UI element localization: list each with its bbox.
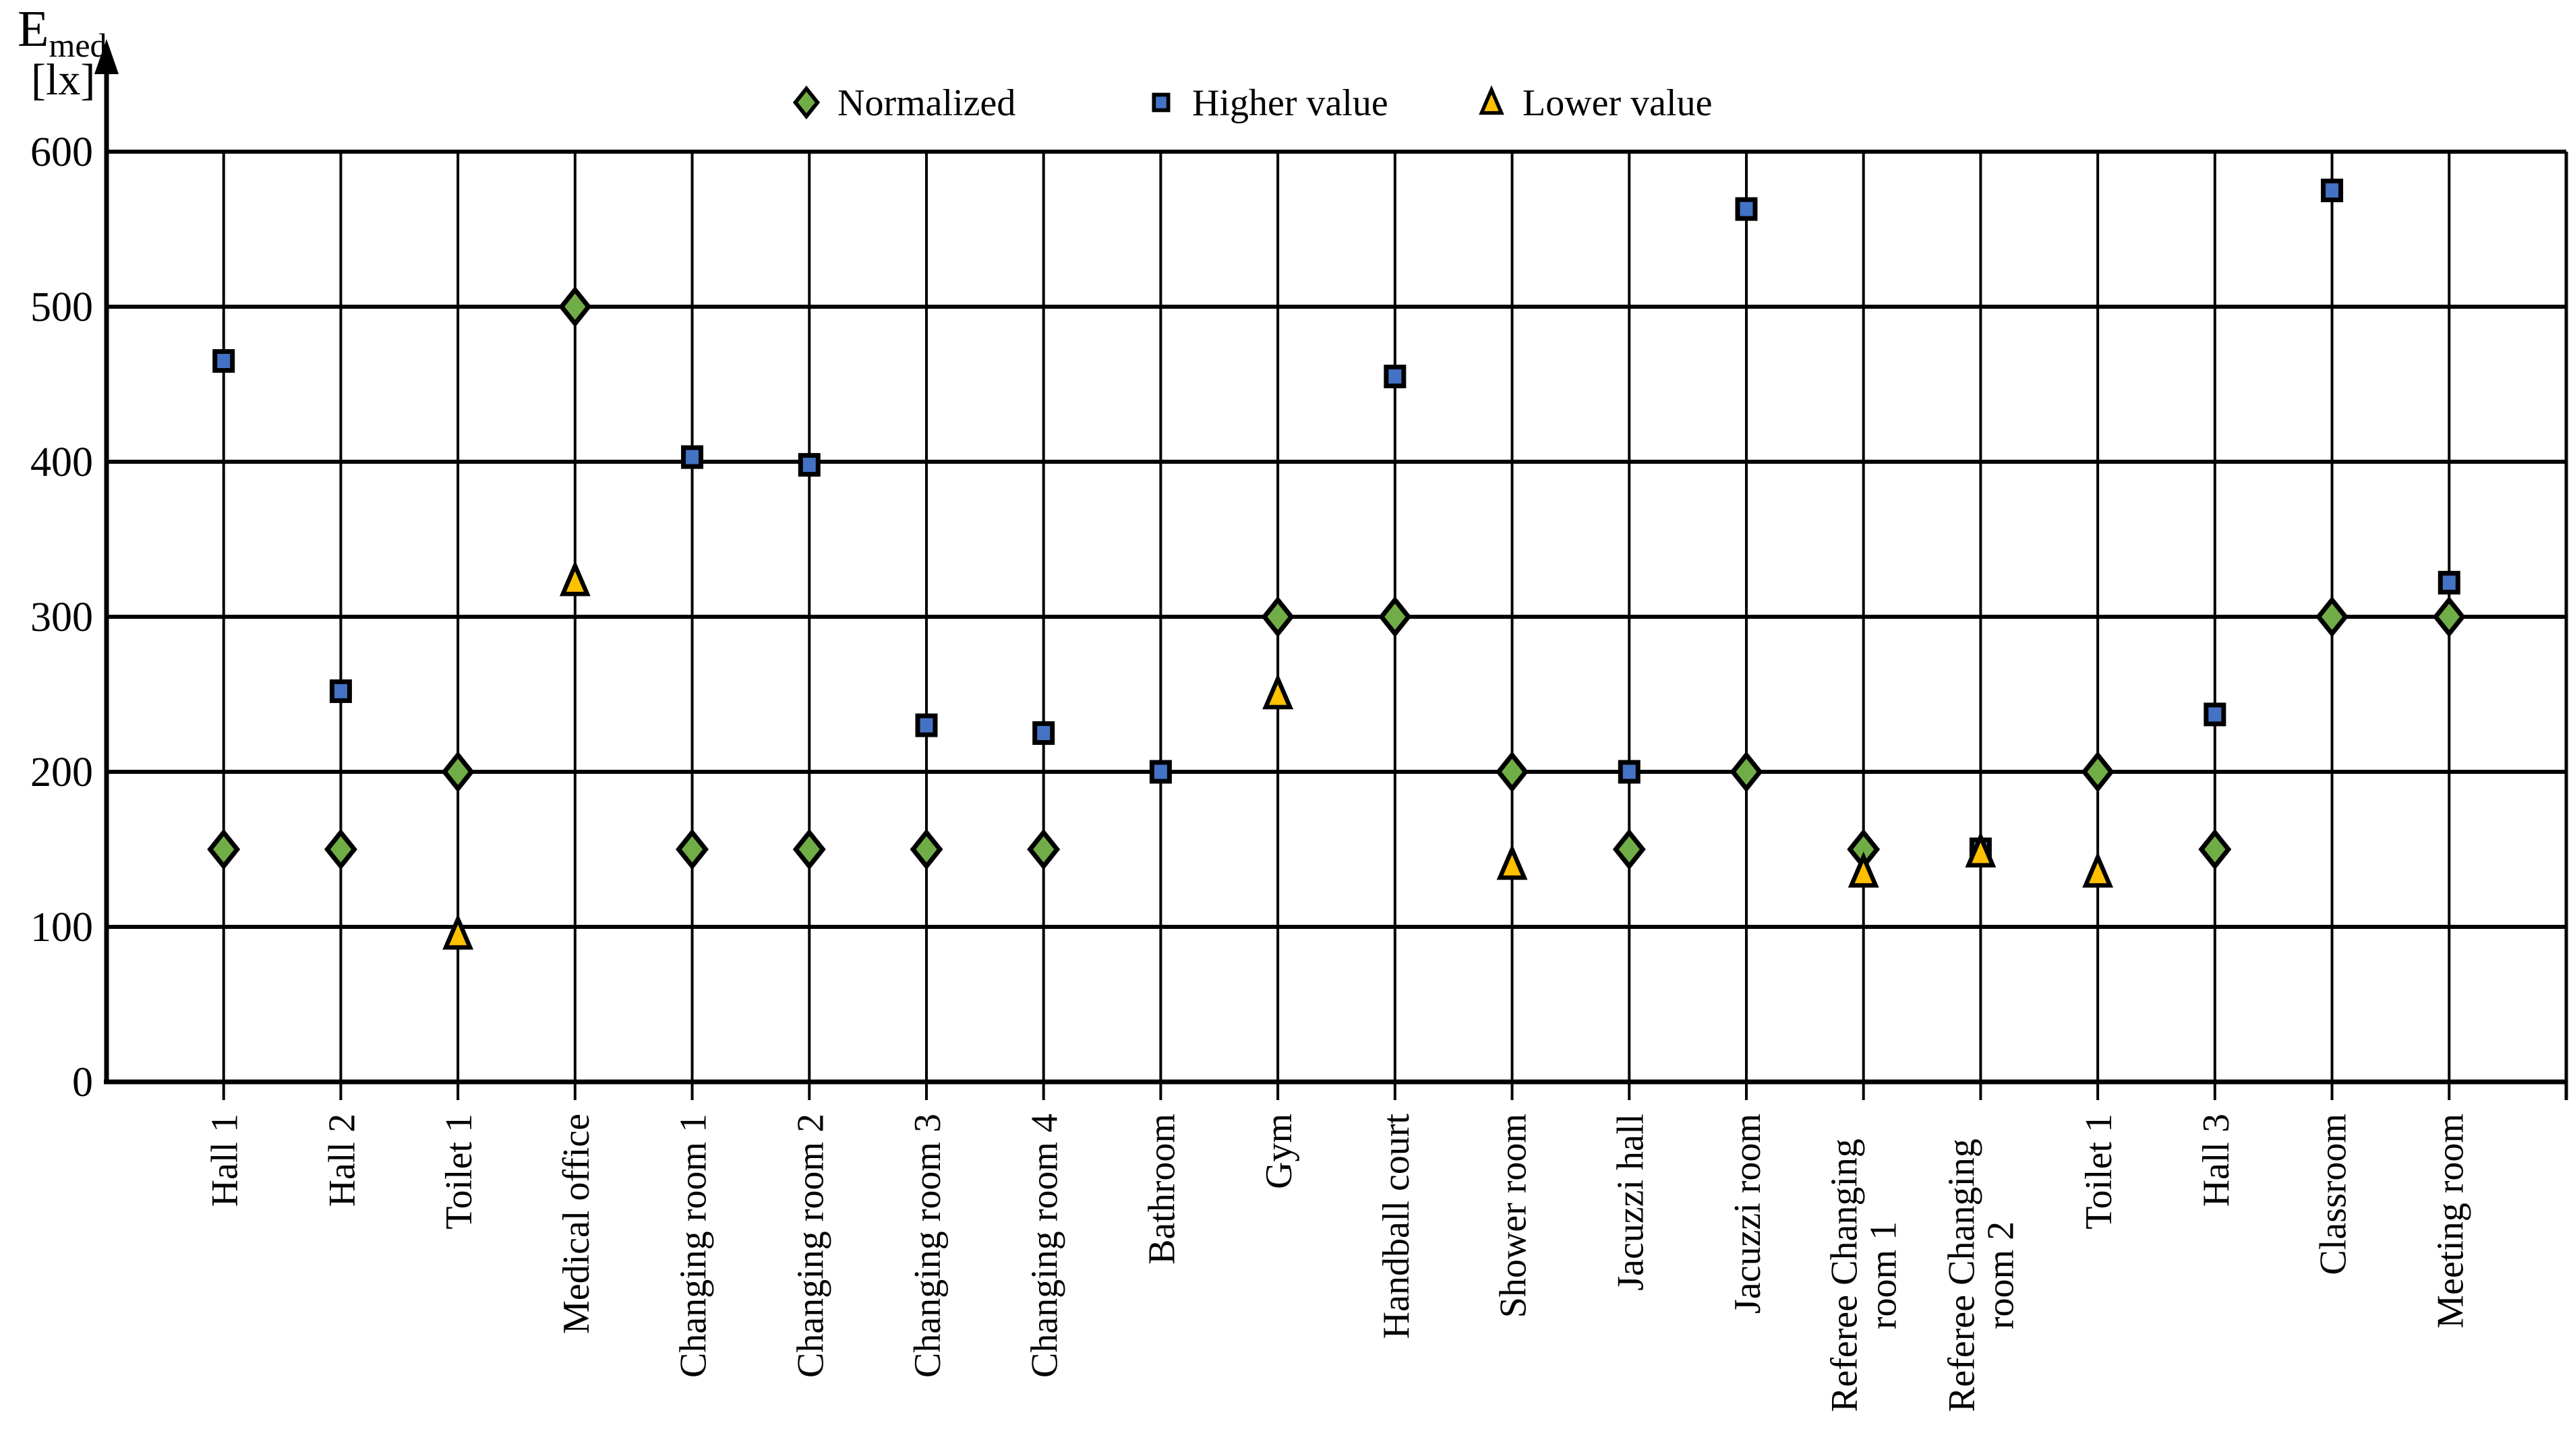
- y-tick-label: 600: [30, 129, 93, 175]
- x-axis-label: Medical office: [556, 1114, 597, 1334]
- x-axis-label: Bathroom: [1141, 1114, 1183, 1265]
- x-axis-label: Referee Changing: [1824, 1139, 1866, 1412]
- data-points: [207, 179, 2466, 950]
- x-axis-label: Gym: [1258, 1114, 1300, 1189]
- point-diamond-Toilet 1: [441, 751, 475, 793]
- x-axis-label: Changing room 2: [790, 1114, 831, 1378]
- point-diamond-Meeting room: [2432, 596, 2466, 638]
- point-diamond-Hall 3: [2198, 828, 2232, 870]
- y-tick-label: 500: [30, 284, 93, 330]
- x-axis-label: room 1: [1863, 1221, 1905, 1329]
- y-axis-title: Emed[lx]: [18, 1, 107, 104]
- y-tick-label: 100: [30, 905, 93, 950]
- x-axis-label: Toilet 1: [2078, 1114, 2120, 1230]
- legend-label: Normalized: [837, 82, 1015, 124]
- y-gridlines: [107, 150, 2566, 929]
- point-square-Changing room 2: [798, 453, 821, 477]
- point-diamond-Hall 1: [207, 828, 241, 870]
- point-diamond-Toilet 1: [2081, 751, 2115, 793]
- x-axis-label: Shower room: [1493, 1114, 1535, 1318]
- y-tick-label: 0: [72, 1060, 93, 1105]
- point-square-Hall 3: [2204, 702, 2226, 727]
- x-axis-label: Hall 1: [204, 1114, 246, 1207]
- x-axis-label: Meeting room: [2429, 1114, 2471, 1329]
- y-tick-label: 300: [30, 595, 93, 640]
- y-tick-labels: 0 100 200 300 400 500 600: [30, 129, 93, 1105]
- point-square-Changing room 3: [915, 713, 938, 737]
- y-axis-title-main: Emed: [18, 1, 107, 64]
- point-diamond-Jacuzzi room: [1730, 751, 1763, 793]
- y-tick-label: 200: [30, 750, 93, 795]
- point-triangle-Medical office: [559, 559, 591, 597]
- x-axis-labels: Hall 1 Hall 2 Toilet 1 Medical office Changi…: [204, 1114, 2472, 1412]
- x-axis-label: room 2: [1980, 1221, 2021, 1329]
- point-triangle-Toilet 1: [442, 913, 474, 950]
- x-axis-label: Referee Changing: [1941, 1139, 1982, 1412]
- point-diamond-Changing room 2: [792, 828, 826, 870]
- legend-label: Higher value: [1192, 82, 1388, 124]
- point-square-Changing room 1: [681, 445, 704, 469]
- point-square-Hall 1: [212, 349, 235, 373]
- point-square-Jacuzzi room: [1735, 197, 1758, 221]
- x-axis-label: Changing room 3: [907, 1114, 949, 1378]
- point-diamond-Shower room: [1496, 751, 1529, 793]
- x-axis-label: Changing room 1: [673, 1114, 715, 1378]
- x-axis-label: Handball court: [1376, 1114, 1417, 1339]
- point-triangle-Gym: [1262, 673, 1294, 710]
- point-diamond-Changing room 3: [910, 828, 943, 870]
- x-axis-label: Hall 2: [321, 1114, 363, 1207]
- point-diamond-Classroom: [2315, 596, 2349, 638]
- x-axis-label: Hall 3: [2195, 1114, 2237, 1207]
- axes: [94, 39, 2566, 1085]
- point-square-Handball court: [1384, 365, 1407, 388]
- point-diamond-Hall 2: [324, 828, 357, 870]
- legend-square-icon: [1152, 92, 1171, 113]
- point-square-Jacuzzi hall: [1618, 760, 1641, 784]
- y-axis-title-unit: [lx]: [31, 55, 95, 104]
- point-diamond-Handball court: [1378, 596, 1412, 638]
- point-triangle-Toilet 1: [2082, 851, 2114, 888]
- point-diamond-Changing room 1: [676, 828, 709, 870]
- legend-triangle-icon: [1479, 85, 1504, 115]
- point-diamond-Medical office: [558, 286, 592, 328]
- point-triangle-Shower room: [1496, 843, 1528, 880]
- point-diamond-Changing room 4: [1027, 828, 1061, 870]
- x-axis-label: Changing room 4: [1024, 1114, 1066, 1378]
- point-triangle-Referee Changing room 2: [1965, 831, 1997, 868]
- x-axis-label: Toilet 1: [438, 1114, 480, 1230]
- x-axis-label: Classroom: [2313, 1114, 2355, 1275]
- point-diamond-Gym: [1261, 596, 1295, 638]
- point-square-Bathroom: [1149, 760, 1172, 784]
- legend-label: Lower value: [1523, 82, 1712, 124]
- point-triangle-Referee Changing room 1: [1848, 851, 1879, 888]
- y-axis-arrow-icon: [94, 39, 119, 74]
- x-axis-label: Jacuzzi hall: [1609, 1114, 1651, 1291]
- point-square-Meeting room: [2437, 570, 2460, 595]
- point-square-Classroom: [2321, 179, 2344, 202]
- point-square-Hall 2: [329, 679, 352, 703]
- point-square-Changing room 4: [1032, 721, 1055, 745]
- y-tick-label: 400: [30, 439, 93, 485]
- x-axis-label: Jacuzzi room: [1727, 1114, 1769, 1314]
- legend: Normalized Higher value Lower value: [792, 82, 1712, 124]
- legend-diamond-icon: [792, 85, 821, 120]
- point-diamond-Jacuzzi hall: [1612, 828, 1646, 870]
